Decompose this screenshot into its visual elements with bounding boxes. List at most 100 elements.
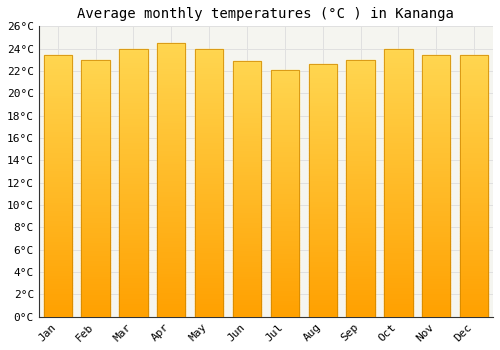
Bar	[119, 161, 148, 164]
Bar	[422, 139, 450, 142]
Bar	[422, 249, 450, 251]
Bar	[460, 275, 488, 278]
Bar	[460, 286, 488, 288]
Bar	[422, 162, 450, 165]
Bar	[308, 74, 337, 77]
Bar	[422, 296, 450, 299]
Bar	[157, 292, 186, 295]
Bar	[82, 91, 110, 93]
Bar	[270, 174, 299, 176]
Bar	[157, 70, 186, 73]
Bar	[308, 186, 337, 188]
Bar	[119, 137, 148, 140]
Bar	[157, 314, 186, 317]
Bar	[157, 98, 186, 100]
Bar	[270, 104, 299, 107]
Bar	[195, 231, 224, 234]
Bar	[157, 158, 186, 161]
Bar	[44, 79, 72, 82]
Bar	[346, 78, 375, 80]
Bar	[346, 309, 375, 312]
Bar	[422, 58, 450, 61]
Bar	[270, 240, 299, 243]
Bar	[308, 190, 337, 193]
Bar	[460, 142, 488, 144]
Bar	[460, 238, 488, 241]
Bar	[157, 306, 186, 309]
Bar	[82, 88, 110, 91]
Bar	[346, 163, 375, 165]
Bar	[384, 156, 412, 159]
Bar	[233, 212, 261, 215]
Bar	[460, 272, 488, 275]
Bar	[119, 191, 148, 194]
Bar	[384, 161, 412, 164]
Bar	[195, 140, 224, 142]
Bar	[270, 151, 299, 154]
Bar	[119, 164, 148, 167]
Bar	[384, 140, 412, 142]
Bar	[270, 262, 299, 265]
Bar	[157, 62, 186, 65]
Bar	[233, 94, 261, 97]
Bar	[308, 181, 337, 183]
Bar	[82, 96, 110, 98]
Bar	[233, 150, 261, 153]
Bar	[422, 262, 450, 265]
Bar	[119, 266, 148, 268]
Bar	[157, 153, 186, 155]
Bar	[270, 82, 299, 85]
Bar	[308, 100, 337, 102]
Bar	[82, 60, 110, 317]
Bar	[119, 140, 148, 142]
Bar	[346, 111, 375, 114]
Bar	[384, 169, 412, 172]
Bar	[119, 81, 148, 84]
Bar	[270, 146, 299, 149]
Bar	[270, 267, 299, 270]
Bar	[82, 106, 110, 108]
Bar	[195, 81, 224, 84]
Bar	[460, 262, 488, 265]
Bar	[270, 203, 299, 206]
Bar	[44, 189, 72, 191]
Bar	[384, 164, 412, 167]
Bar	[460, 241, 488, 244]
Bar	[82, 296, 110, 299]
Bar	[82, 217, 110, 219]
Bar	[422, 267, 450, 270]
Bar	[195, 126, 224, 129]
Bar	[157, 276, 186, 279]
Bar	[384, 223, 412, 226]
Bar	[346, 106, 375, 108]
Bar	[44, 290, 72, 293]
Bar	[157, 172, 186, 174]
Bar	[270, 92, 299, 94]
Bar	[308, 256, 337, 259]
Bar	[422, 71, 450, 74]
Bar	[270, 70, 299, 72]
Bar	[346, 242, 375, 245]
Bar	[422, 144, 450, 147]
Bar	[195, 118, 224, 121]
Bar	[460, 304, 488, 306]
Bar	[422, 241, 450, 244]
Bar	[308, 148, 337, 150]
Bar	[157, 122, 186, 125]
Bar	[460, 249, 488, 251]
Bar	[119, 100, 148, 102]
Bar	[346, 173, 375, 175]
Bar	[460, 306, 488, 309]
Bar	[346, 124, 375, 127]
Bar	[460, 189, 488, 191]
Bar	[384, 183, 412, 186]
Bar	[308, 274, 337, 276]
Bar	[460, 110, 488, 113]
Bar	[346, 119, 375, 121]
Bar	[82, 80, 110, 83]
Bar	[82, 93, 110, 96]
Bar	[308, 211, 337, 213]
Bar	[270, 70, 299, 317]
Bar	[157, 180, 186, 183]
Bar	[44, 236, 72, 238]
